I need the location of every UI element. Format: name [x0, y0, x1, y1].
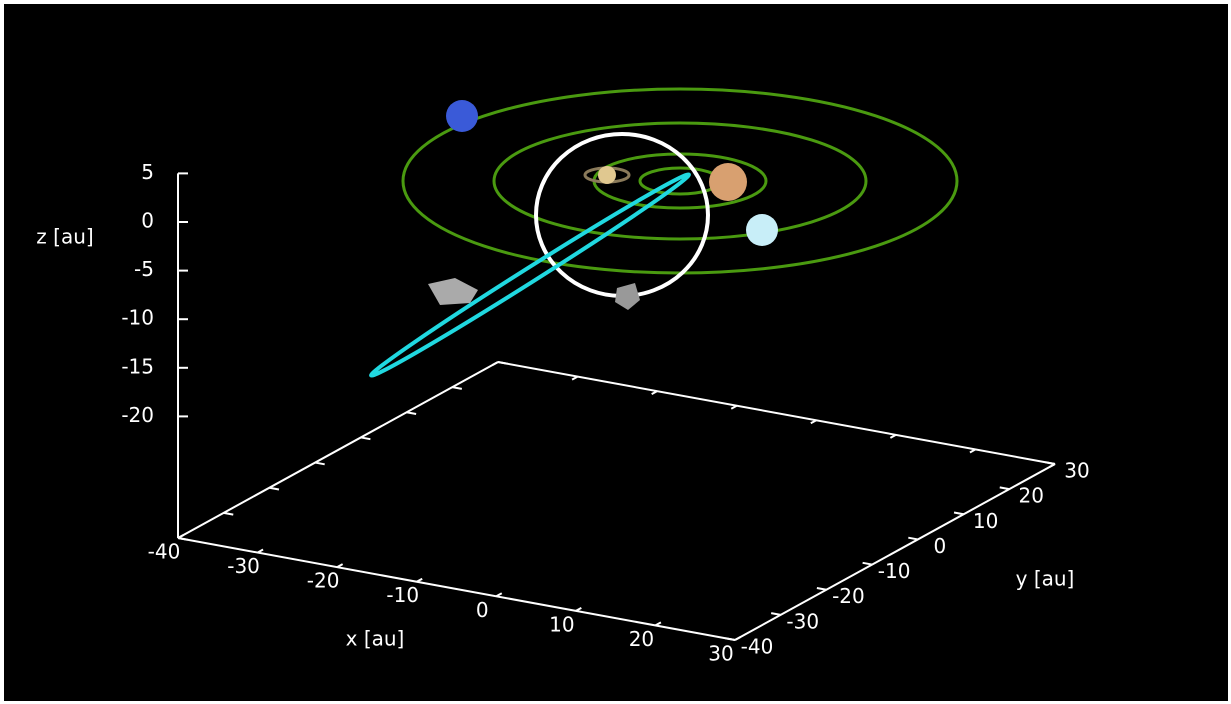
- x-tick-label: 10: [549, 612, 574, 636]
- y-tick-label: -40: [741, 635, 774, 659]
- y-tick-label: 0: [933, 534, 946, 558]
- planet: [709, 163, 747, 201]
- z-tick-label: 5: [141, 160, 154, 184]
- x-axis-label: x [au]: [346, 627, 405, 651]
- x-tick-label: 20: [629, 627, 654, 651]
- y-tick-label: 20: [1019, 484, 1044, 508]
- y-axis-label: y [au]: [1016, 567, 1075, 591]
- y-tick-label: 30: [1064, 459, 1089, 483]
- x-tick-label: -20: [307, 569, 340, 593]
- chart: z [au] x [au] y [au] -40 -30 -20 -10 0 10 20 30…: [0, 0, 1231, 704]
- z-tick-label: -15: [121, 354, 154, 378]
- x-tick-label: 0: [476, 598, 489, 622]
- planet: [446, 100, 478, 132]
- planet: [746, 214, 778, 246]
- x-tick-label: 30: [708, 642, 733, 666]
- x-tick-label: -30: [227, 554, 260, 578]
- z-tick-label: -20: [121, 403, 154, 427]
- z-axis-label: z [au]: [36, 225, 93, 249]
- y-tick-label: -10: [878, 559, 911, 583]
- plot-background: [4, 4, 1228, 701]
- page: z [au] x [au] y [au] -40 -30 -20 -10 0 10 20 30…: [0, 0, 1231, 704]
- x-tick-label: -40: [148, 540, 181, 564]
- z-tick-label: -5: [134, 257, 154, 281]
- planet: [598, 166, 616, 184]
- z-tick-label: -10: [121, 306, 154, 330]
- x-tick-label: -10: [386, 583, 419, 607]
- y-tick-label: 10: [973, 509, 998, 533]
- y-tick-label: -30: [786, 609, 819, 633]
- z-tick-label: 0: [141, 209, 154, 233]
- y-tick-label: -20: [832, 584, 865, 608]
